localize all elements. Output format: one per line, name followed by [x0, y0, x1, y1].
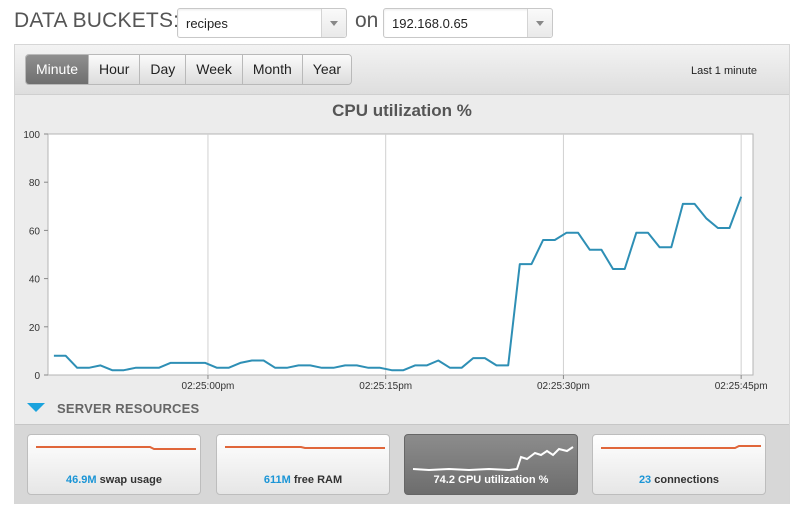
cpu-chart: 0 20 40 60 80 100 02:25:00pm 02:25:15pm 02:25:30… — [23, 130, 768, 392]
range-label: Last 1 minute — [690, 65, 757, 77]
x-tick-label: 02:25:30pm — [537, 381, 590, 392]
card-label: 74.2 CPU utilization % — [405, 474, 577, 486]
tab-day[interactable]: Day — [140, 55, 187, 84]
bucket-select[interactable]: recipes — [177, 8, 347, 38]
connections-card[interactable]: 23 connections — [592, 434, 766, 495]
tab-week[interactable]: Week — [186, 55, 243, 84]
cpu-series-line — [53, 196, 743, 372]
y-tick-label: 100 — [23, 130, 40, 141]
chevron-down-icon[interactable] — [321, 9, 346, 37]
server-resources-header[interactable]: SERVER RESOURCES — [27, 401, 199, 416]
chevron-down-icon[interactable] — [527, 9, 552, 37]
plot-area — [47, 133, 754, 376]
y-tick-label: 80 — [29, 178, 41, 189]
y-tick-label: 0 — [34, 371, 40, 382]
card-value: 74.2 — [433, 474, 455, 486]
sparkline — [601, 445, 761, 449]
sparkline-path — [225, 446, 385, 449]
y-tick-label: 40 — [29, 275, 41, 286]
sparkline — [412, 446, 574, 472]
tab-minute[interactable]: Minute — [26, 55, 90, 84]
zoom-toolbar: Minute Hour Day Week Month Year Last 1 m… — [15, 45, 789, 95]
x-tick-label: 02:25:00pm — [182, 381, 235, 392]
host-select-value: 192.168.0.65 — [392, 16, 468, 31]
sparkline-path — [601, 445, 761, 449]
card-text: swap usage — [99, 474, 162, 486]
page-title: DATA BUCKETS: — [14, 9, 180, 32]
tab-month[interactable]: Month — [242, 55, 303, 84]
zoom-tabs: Minute Hour Day Week Month Year — [25, 54, 353, 85]
card-label: 611M free RAM — [217, 474, 389, 486]
free-ram-card[interactable]: 611M free RAM — [216, 434, 390, 495]
y-tick-label: 60 — [29, 226, 41, 237]
card-text: connections — [654, 474, 720, 486]
card-value: 23 — [638, 474, 652, 486]
cpu-utilization-card[interactable]: 74.2 CPU utilization % — [404, 434, 578, 495]
card-value: 611M — [263, 474, 291, 486]
host-select[interactable]: 192.168.0.65 — [383, 8, 553, 38]
card-value: 46.9M — [66, 474, 97, 486]
header-connector: on — [355, 9, 379, 32]
chart-title: CPU utilization % — [332, 101, 472, 120]
sparkline-path — [36, 446, 196, 450]
resources-strip: 46.9M swap usage 611M free RAM 74.2 CPU … — [15, 424, 789, 504]
sparkline — [36, 446, 196, 450]
card-text: CPU utilization % — [458, 474, 549, 486]
card-text: free RAM — [293, 474, 343, 486]
card-label: 46.9M swap usage — [28, 474, 200, 486]
stats-panel: Minute Hour Day Week Month Year Last 1 m… — [14, 44, 790, 504]
swap-usage-card[interactable]: 46.9M swap usage — [27, 434, 201, 495]
sparkline-path — [412, 446, 574, 472]
collapse-triangle-icon[interactable] — [27, 403, 45, 412]
sparkline — [225, 446, 385, 449]
bucket-select-value: recipes — [186, 16, 228, 31]
x-tick-label: 02:25:45pm — [715, 381, 768, 392]
y-tick-label: 20 — [29, 323, 41, 334]
section-title: SERVER RESOURCES — [57, 401, 200, 416]
x-tick-label: 02:25:15pm — [359, 381, 412, 392]
tab-year[interactable]: Year — [302, 55, 352, 84]
tab-hour[interactable]: Hour — [89, 55, 141, 84]
card-label: 23 connections — [593, 474, 765, 486]
